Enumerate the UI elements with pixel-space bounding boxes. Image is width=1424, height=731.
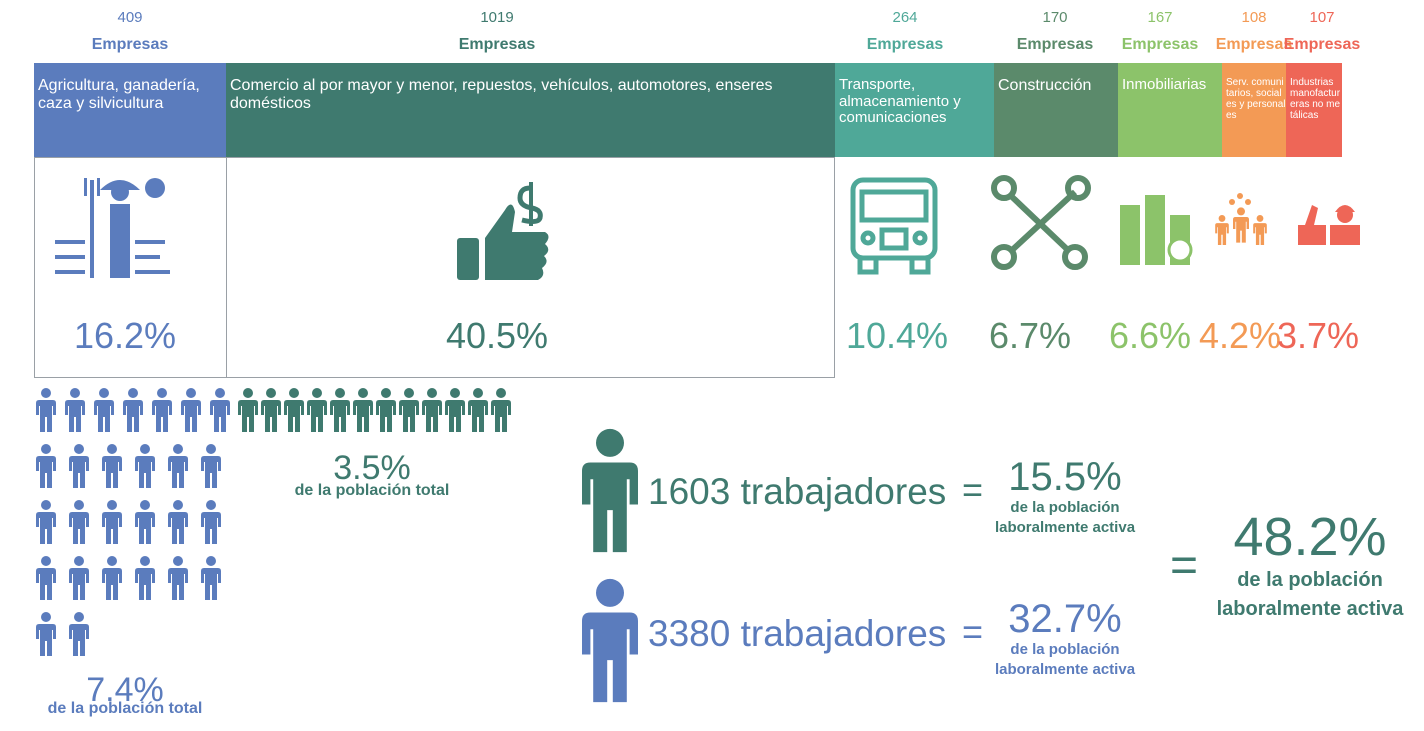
worker-share: 15.5% (1008, 455, 1122, 499)
worker-note: de la población laboralmente activa (994, 499, 1136, 536)
population-share: 3.5% (333, 449, 411, 487)
sector-share: 3.7% (1276, 315, 1360, 356)
company-unit: Empresas (1016, 36, 1094, 53)
person-icon (65, 388, 85, 432)
person-icon (422, 388, 442, 432)
company-count: 1019 (480, 9, 514, 26)
person-icon (210, 388, 230, 432)
sector-share: 4.2% (1198, 315, 1282, 356)
sector-share: 6.6% (1108, 315, 1192, 356)
company-unit: Empresas (1121, 36, 1199, 53)
construction-icon (991, 175, 1091, 270)
sector-share: 16.2% (73, 315, 177, 356)
person-icon (69, 444, 89, 488)
worker-icon (582, 578, 638, 703)
population-note: de la población total (47, 700, 203, 717)
person-icon (36, 388, 56, 432)
sector-header: Industrias manofactureras no metálicas (1286, 63, 1342, 157)
person-icon (69, 500, 89, 544)
sector-header: Construcción (994, 63, 1118, 157)
person-icon (353, 388, 373, 432)
company-count: 170 (1042, 9, 1068, 26)
sector-header: Transporte, almacenamiento y comunicacio… (835, 63, 994, 157)
person-icon (261, 388, 281, 432)
sector-header: Agricultura, ganadería, caza y silvicult… (34, 63, 226, 157)
company-count: 107 (1309, 9, 1335, 26)
sector-share: 40.5% (445, 315, 549, 356)
worker-count: 3380 trabajadores (648, 613, 947, 654)
person-icon (468, 388, 488, 432)
person-icon (152, 388, 172, 432)
agriculture-icon (55, 178, 170, 278)
company-unit: Empresas (866, 36, 944, 53)
population-icons (36, 388, 511, 656)
person-icon (94, 388, 114, 432)
company-count: 409 (117, 9, 143, 26)
transport-icon (850, 177, 938, 275)
sector-header: Comercio al por mayor y menor, repuestos… (226, 63, 835, 157)
person-icon (238, 388, 258, 432)
person-icon (135, 444, 155, 488)
person-icon (201, 444, 221, 488)
company-count: 264 (892, 9, 918, 26)
sector-header: Serv. comunitarios, sociales y personale… (1222, 63, 1286, 157)
person-icon (330, 388, 350, 432)
equals: = (962, 611, 984, 652)
total-share: 48.2% (1233, 507, 1387, 567)
sector-share: 10.4% (845, 315, 949, 356)
equals: = (1170, 539, 1199, 592)
person-icon (445, 388, 465, 432)
person-icon (307, 388, 327, 432)
person-icon (201, 556, 221, 600)
worker-share: 32.7% (1008, 597, 1122, 641)
worker-count: 1603 trabajadores (648, 471, 947, 512)
company-unit: Empresas (91, 36, 169, 53)
person-icon (201, 500, 221, 544)
person-icon (284, 388, 304, 432)
person-icon (168, 444, 188, 488)
person-icon (168, 556, 188, 600)
equals: = (962, 469, 984, 510)
person-icon (36, 556, 56, 600)
person-icon (102, 556, 122, 600)
company-count: 108 (1241, 9, 1267, 26)
company-unit: Empresas (458, 36, 536, 53)
total-note: de la población laboralmente activa (1216, 569, 1404, 620)
person-icon (491, 388, 511, 432)
company-count: 167 (1147, 9, 1173, 26)
population-note: de la población total (294, 482, 450, 499)
company-unit: Empresas (1215, 36, 1293, 53)
person-icon (69, 556, 89, 600)
person-icon (123, 388, 143, 432)
company-unit: Empresas (1283, 36, 1361, 53)
person-icon (181, 388, 201, 432)
person-icon (69, 612, 89, 656)
person-icon (168, 500, 188, 544)
person-icon (135, 556, 155, 600)
sector-share: 6.7% (988, 315, 1072, 356)
commerce-icon (457, 182, 549, 280)
person-icon (376, 388, 396, 432)
person-icon (36, 444, 56, 488)
person-icon (399, 388, 419, 432)
person-icon (102, 500, 122, 544)
person-icon (36, 500, 56, 544)
worker-icon (582, 428, 638, 553)
person-icon (36, 612, 56, 656)
community-icon (1215, 193, 1267, 245)
person-icon (102, 444, 122, 488)
person-icon (135, 500, 155, 544)
worker-note: de la población laboralmente activa (994, 641, 1136, 678)
sector-header: Inmobiliarias (1118, 63, 1222, 157)
population-share: 7.4% (86, 671, 164, 709)
real-estate-icon (1120, 195, 1193, 265)
industry-icon (1298, 205, 1360, 245)
highlight-box (34, 157, 835, 378)
